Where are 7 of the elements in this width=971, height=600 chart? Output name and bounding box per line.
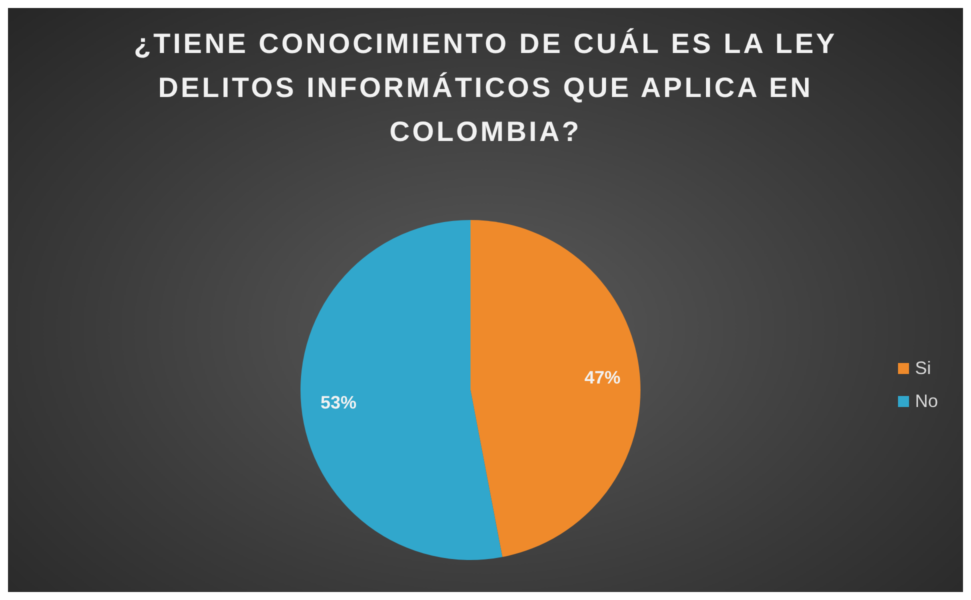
legend-label: No xyxy=(914,391,938,412)
legend-label: Si xyxy=(914,358,931,379)
pie-slice xyxy=(300,220,502,560)
data-label: 47% xyxy=(584,368,621,388)
pie-slice xyxy=(470,220,640,557)
data-label: 53% xyxy=(320,392,357,412)
chart-title: ¿TIENE CONOCIMIENTO DE CUÁL ES LA LEY DELITOS INFORMÁTICOS QUE APLICA EN COLOMBIA? xyxy=(132,27,838,149)
